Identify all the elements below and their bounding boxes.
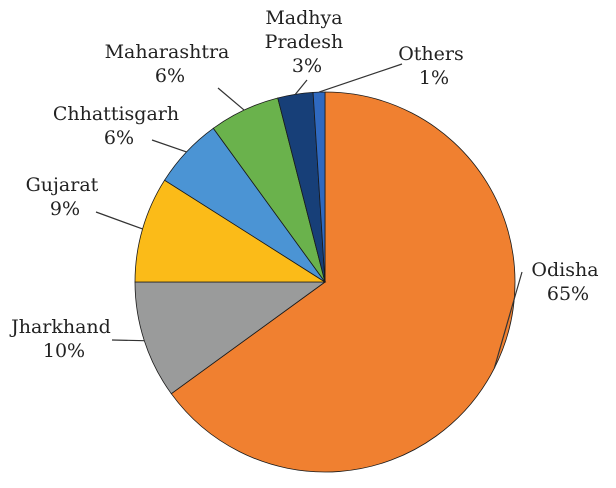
label-madhya-pradesh-value: 3% — [292, 55, 322, 77]
label-maharashtra-value: 6% — [155, 65, 185, 87]
slice-gujarat — [134, 179, 327, 283]
label-others-value: 1% — [419, 67, 449, 89]
leader-lines — [95, 63, 523, 369]
slice-jharkhand — [134, 281, 327, 395]
label-jharkhand: Jharkhand 10% — [9, 316, 117, 362]
label-gujarat: Gujarat 9% — [26, 174, 105, 220]
label-jharkhand-name: Jharkhand — [9, 316, 111, 338]
label-odisha-value: 65% — [547, 283, 589, 305]
pie-slices — [134, 91, 516, 473]
label-maharashtra: Maharashtra 6% — [105, 41, 236, 87]
label-chhattisgarh: Chhattisgarh 6% — [53, 103, 185, 149]
leader-line-odisha — [493, 271, 523, 369]
label-others: Others 1% — [398, 43, 470, 89]
label-madhya-pradesh-line1: Madhya — [265, 7, 342, 29]
label-madhya-pradesh: Madhya Pradesh 3% — [265, 7, 350, 77]
label-madhya-pradesh-line2: Pradesh — [265, 31, 344, 53]
label-chhattisgarh-value: 6% — [104, 127, 134, 149]
label-gujarat-name: Gujarat — [26, 174, 99, 196]
label-odisha: Odisha 65% — [531, 259, 604, 305]
leader-line-jharkhand — [111, 339, 145, 342]
leader-line-gujarat — [95, 211, 143, 230]
label-others-name: Others — [398, 43, 464, 65]
label-chhattisgarh-name: Chhattisgarh — [53, 103, 179, 125]
leader-line-others — [318, 63, 403, 93]
leader-line-maharashtra — [217, 87, 245, 111]
leader-line-chhattisgarh — [151, 139, 187, 153]
label-maharashtra-name: Maharashtra — [105, 41, 230, 63]
label-gujarat-value: 9% — [50, 198, 80, 220]
label-odisha-name: Odisha — [531, 259, 598, 281]
leader-line-madhya-pradesh — [294, 79, 308, 95]
label-jharkhand-value: 10% — [43, 340, 85, 362]
